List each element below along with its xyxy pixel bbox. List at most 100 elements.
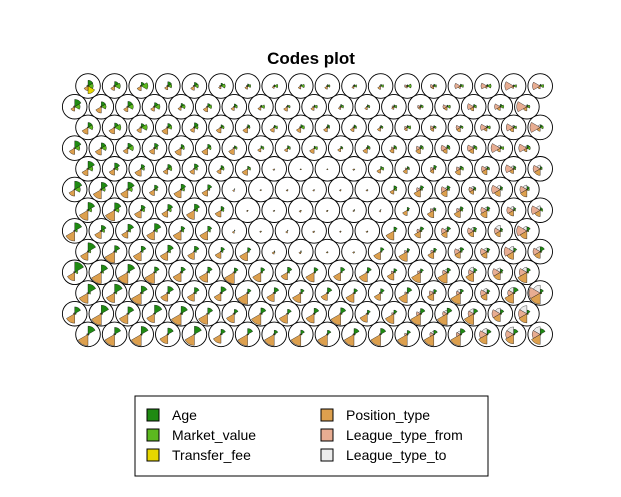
segment-position-type <box>440 189 448 197</box>
segment-market-value <box>167 291 170 295</box>
segment-market-value <box>127 103 134 110</box>
segment-position-type <box>269 127 275 133</box>
segment-league-type-to <box>536 205 541 211</box>
som-node <box>141 218 168 244</box>
segment-league-type-from <box>232 271 235 274</box>
segment-age <box>154 304 163 315</box>
segment-market-value <box>100 104 107 110</box>
segment-age <box>446 185 451 190</box>
segment-position-type <box>83 85 89 91</box>
segment-position-type <box>285 189 288 192</box>
segment-league-type-from <box>404 125 408 129</box>
segment-market-value <box>473 105 477 109</box>
segment-position-type <box>68 189 75 197</box>
som-node <box>61 93 88 120</box>
segment-league-type-from <box>259 312 262 315</box>
som-node <box>274 259 301 286</box>
som-node <box>288 73 314 99</box>
segment-age <box>287 267 293 273</box>
som-node <box>115 135 141 161</box>
segment-market-value <box>513 84 517 88</box>
segment-position-type <box>172 271 182 282</box>
segment-league-type-from <box>454 82 461 90</box>
segment-market-value <box>154 312 156 315</box>
segment-position-type <box>131 334 142 346</box>
segment-age <box>446 267 452 273</box>
segment-position-type <box>454 168 461 176</box>
segment-position-type <box>271 251 275 255</box>
segment-market-value <box>207 312 210 315</box>
segment-age <box>87 325 96 335</box>
segment-league-type-to <box>299 126 301 128</box>
segment-position-type <box>429 168 434 174</box>
segment-league-type-to <box>536 164 541 170</box>
segment-position-type <box>350 127 355 132</box>
segment-league-type-from <box>532 81 541 91</box>
segment-position-type <box>391 106 395 110</box>
som-node <box>500 156 527 182</box>
segment-market-value <box>327 84 331 88</box>
segment-position-type <box>136 85 142 91</box>
segment-market-value <box>393 146 397 150</box>
segment-league-type-to <box>418 270 421 273</box>
som-node <box>327 218 354 244</box>
segment-position-type <box>415 147 421 154</box>
segment-market-value <box>220 166 225 171</box>
som-node <box>101 156 128 182</box>
som-node <box>88 218 115 244</box>
segment-league-type-to <box>100 229 102 232</box>
segment-league-type-from <box>528 287 541 299</box>
segment-league-type-to <box>443 310 448 315</box>
segment-position-type <box>213 292 222 302</box>
segment-market-value <box>406 250 409 253</box>
segment-position-type <box>187 292 195 302</box>
som-node <box>261 238 287 265</box>
som-node <box>288 197 314 223</box>
segment-market-value <box>207 229 211 233</box>
segment-position-type <box>427 292 434 301</box>
segment-market-value <box>180 146 185 151</box>
segment-league-type-from <box>416 311 421 317</box>
segment-league-type-from <box>454 248 461 255</box>
segment-league-type-to <box>496 185 501 190</box>
segment-position-type <box>290 334 301 346</box>
segment-market-value <box>167 208 172 213</box>
segment-position-type <box>338 106 341 110</box>
som-node <box>514 259 540 286</box>
som-node <box>208 197 234 223</box>
segment-market-value <box>114 250 117 253</box>
segment-market-value <box>499 312 502 315</box>
som-node <box>460 176 487 203</box>
segment-league-type-to <box>512 84 514 87</box>
som-node <box>421 238 447 265</box>
segment-age <box>154 143 159 149</box>
som-node <box>288 238 314 265</box>
segment-market-value <box>513 250 516 253</box>
segment-league-type-to <box>392 270 395 273</box>
segment-league-type-to <box>166 167 168 170</box>
som-node <box>327 176 354 203</box>
som-node <box>221 259 248 286</box>
segment-position-type <box>198 271 208 283</box>
segment-league-type-to <box>100 188 102 190</box>
segment-position-type <box>437 271 448 284</box>
segment-age <box>180 226 186 232</box>
segment-position-type <box>465 271 474 282</box>
segment-position-type <box>214 251 222 259</box>
segment-league-type-from <box>126 188 129 191</box>
segment-age <box>87 202 96 211</box>
segment-market-value <box>180 187 185 192</box>
segment-market-value <box>74 229 78 233</box>
som-node <box>354 135 381 161</box>
som-node <box>301 218 327 244</box>
som-node <box>447 321 474 348</box>
som-node <box>141 135 168 161</box>
segment-league-type-from <box>246 333 248 336</box>
segment-league-type-to <box>539 84 541 87</box>
segment-market-value <box>300 83 305 89</box>
som-node <box>75 280 101 306</box>
segment-age <box>154 266 160 273</box>
segment-age <box>220 247 225 252</box>
segment-league-type-to <box>506 326 514 335</box>
som-node <box>434 135 460 161</box>
